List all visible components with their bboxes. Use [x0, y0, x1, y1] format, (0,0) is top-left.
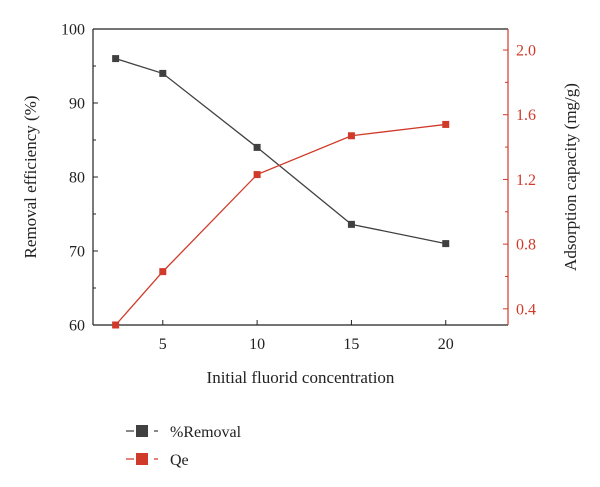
x-axis-title: Initial fluorid concentration	[207, 368, 395, 387]
legend-item: Qe	[126, 452, 189, 469]
legend-label: %Removal	[170, 424, 242, 441]
data-point	[159, 69, 167, 77]
y-left-tick-label: 90	[69, 96, 85, 113]
y-right-tick-label: 0.4	[516, 301, 536, 318]
y-left-tick-label: 80	[69, 170, 85, 187]
series-line	[115, 57, 446, 245]
legend-label: Qe	[170, 452, 189, 469]
data-point	[253, 171, 261, 179]
y-left-axis-title: Removal efficiency (%)	[21, 95, 40, 258]
legend-marker	[136, 425, 148, 437]
y-left-tick-label: 60	[69, 318, 85, 335]
x-tick-label: 5	[159, 336, 167, 353]
axes: 5 10 15 20 60 70 80 90 100 0.4 0.8 1.2 1.6 2.0	[61, 22, 536, 354]
legend-marker	[136, 453, 148, 465]
data-point	[347, 132, 355, 140]
y-left-tick-label: 100	[61, 22, 85, 39]
y-right-tick-label: 1.2	[516, 172, 536, 189]
data-point	[253, 143, 261, 151]
series-qe	[112, 120, 450, 329]
x-tick-label: 15	[343, 336, 359, 353]
y-right-tick-label: 2.0	[516, 43, 536, 60]
data-point	[159, 268, 167, 276]
y-right-tick-label: 1.6	[516, 107, 536, 124]
data-point	[442, 240, 450, 248]
x-tick-label: 20	[438, 336, 454, 353]
y-left-tick-label: 70	[69, 244, 85, 261]
data-point	[112, 55, 120, 63]
x-tick-label: 10	[249, 336, 265, 353]
legend: %Removal Qe	[126, 424, 242, 469]
series-layer	[112, 55, 450, 329]
data-point	[442, 120, 450, 128]
y-right-tick-label: 0.8	[516, 237, 536, 254]
data-point	[347, 220, 355, 228]
data-point	[112, 321, 120, 329]
series-line	[115, 123, 446, 326]
legend-item: %Removal	[126, 424, 242, 441]
series-removal	[112, 55, 450, 248]
y-right-axis-title: Adsorption capacity (mg/g)	[561, 83, 580, 271]
